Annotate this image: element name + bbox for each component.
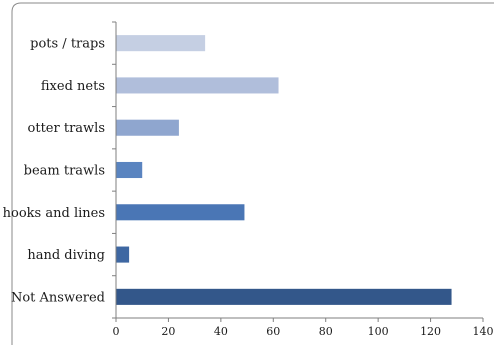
x-tick-label: 20 — [161, 325, 175, 338]
bars-group — [116, 35, 452, 305]
bar-not-answered — [116, 288, 452, 305]
bar-pots-traps — [116, 35, 206, 52]
category-label: beam trawls — [24, 164, 105, 179]
x-tick-label: 80 — [319, 325, 333, 338]
bar-hooks-and-lines — [116, 204, 245, 221]
bar-beam-trawls — [116, 161, 143, 179]
category-label: hand diving — [27, 248, 105, 263]
category-label: Not Answered — [11, 290, 105, 305]
x-tick-label: 40 — [214, 325, 228, 338]
bar-hand-diving — [116, 246, 130, 263]
x-tick-label: 0 — [113, 325, 120, 338]
x-tick-label: 120 — [420, 325, 441, 338]
x-tick-label: 100 — [368, 325, 389, 338]
category-label: otter trawls — [28, 121, 105, 136]
category-label: hooks and lines — [3, 206, 105, 221]
x-tick-label: 140 — [473, 325, 494, 338]
bar-otter-trawls — [116, 119, 179, 136]
category-label: fixed nets — [41, 79, 105, 94]
chart-border — [11, 2, 494, 345]
category-label: pots / traps — [30, 37, 105, 52]
axes-group: pots / traps fixed nets otter trawls beam t… — [3, 21, 494, 338]
bar-fixed-nets — [116, 77, 279, 94]
x-tick-label: 60 — [266, 325, 280, 338]
